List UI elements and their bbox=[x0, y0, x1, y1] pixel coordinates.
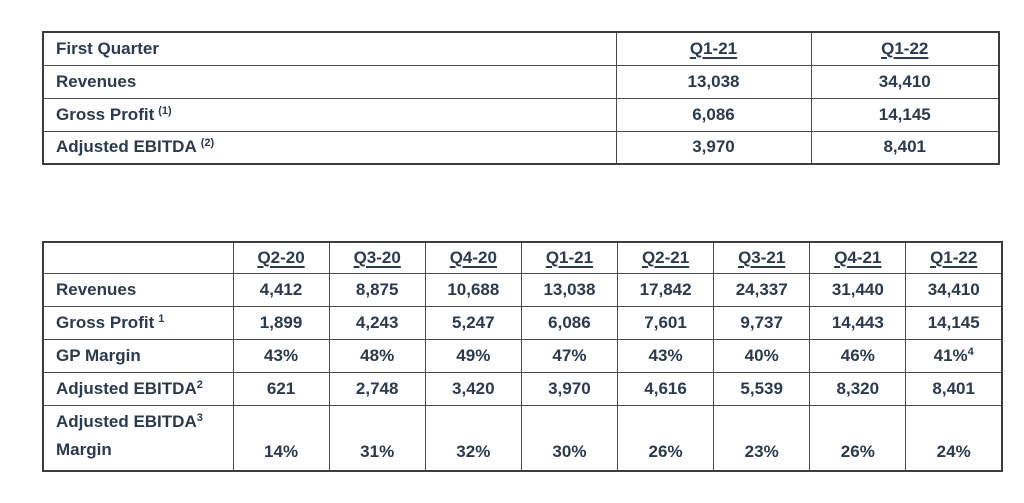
first-quarter-summary-table: First Quarter Q1-21 Q1-22 Revenues 13,03… bbox=[42, 31, 1000, 165]
row-label: Gross Profit (1) bbox=[42, 97, 617, 132]
footnote-marker: (2) bbox=[200, 137, 215, 150]
financial-results-page: First Quarter Q1-21 Q1-22 Revenues 13,03… bbox=[42, 31, 1003, 472]
table-row-gp-margin: GP Margin 43% 48% 49% 47% 43% 40% 46% 41… bbox=[42, 338, 1003, 373]
value-cell: 30% bbox=[520, 404, 619, 472]
value-cell: 24,337 bbox=[713, 272, 811, 307]
column-header-label: Q3-21 bbox=[738, 247, 786, 267]
value-cell: 4,412 bbox=[232, 272, 330, 307]
value-cell: 34,410 bbox=[905, 272, 1003, 307]
row-label-line2: Margin bbox=[56, 439, 112, 459]
value-cell: 3,970 bbox=[615, 130, 812, 165]
value-cell: 3,420 bbox=[424, 371, 522, 406]
value-cell: 6,086 bbox=[615, 97, 812, 132]
value-cell: 8,320 bbox=[809, 371, 907, 406]
column-header-q3-20: Q3-20 bbox=[328, 241, 426, 274]
row-label: Adjusted EBITDA (2) bbox=[42, 130, 617, 165]
value-cell: 3,970 bbox=[520, 371, 619, 406]
value-cell: 14% bbox=[232, 404, 330, 472]
column-header-label: Q1-21 bbox=[545, 247, 594, 267]
table-row-gross-profit: Gross Profit 1 1,899 4,243 5,247 6,086 7,… bbox=[42, 305, 1003, 340]
value-cell: 8,875 bbox=[328, 272, 426, 307]
row-label: Gross Profit 1 bbox=[42, 305, 234, 340]
value-cell: 26% bbox=[616, 404, 715, 472]
column-header-q1-22: Q1-22 bbox=[810, 31, 1000, 66]
footnote-marker: 1 bbox=[158, 312, 165, 325]
value-cell: 4,243 bbox=[328, 305, 426, 340]
column-header-q3-21: Q3-21 bbox=[713, 241, 811, 274]
value-cell: 40% bbox=[713, 338, 811, 373]
empty-header-cell bbox=[42, 241, 234, 274]
value-cell: 621 bbox=[232, 371, 330, 406]
value-cell: 48% bbox=[328, 338, 426, 373]
value-cell: 13,038 bbox=[520, 272, 619, 307]
value-cell: 4,616 bbox=[616, 371, 715, 406]
value-cell: 17,842 bbox=[616, 272, 715, 307]
column-header-q2-20: Q2-20 bbox=[232, 241, 330, 274]
column-header-q2-21: Q2-21 bbox=[616, 241, 715, 274]
value-cell: 5,247 bbox=[424, 305, 522, 340]
value-cell: 43% bbox=[616, 338, 715, 373]
column-header-label: Q1-22 bbox=[881, 38, 929, 58]
column-header-label: Q4-20 bbox=[449, 247, 497, 267]
row-label: Revenues bbox=[42, 64, 617, 99]
column-header-label: Q4-21 bbox=[834, 247, 882, 267]
value-cell: 8,401 bbox=[905, 371, 1003, 406]
value-cell: 14,145 bbox=[905, 305, 1003, 340]
value-cell: 14,145 bbox=[810, 97, 1000, 132]
value-cell: 32% bbox=[424, 404, 522, 472]
footnote-marker: 2 bbox=[196, 378, 203, 391]
value-cell: 31% bbox=[328, 404, 426, 472]
value-cell: 34,410 bbox=[810, 64, 1000, 99]
value-cell: 8,401 bbox=[810, 130, 1000, 165]
value-cell: 23% bbox=[713, 404, 811, 472]
value-cell: 26% bbox=[809, 404, 907, 472]
footnote-marker: 3 bbox=[196, 411, 203, 424]
row-label: Revenues bbox=[42, 272, 234, 307]
column-header-label: Q1-21 bbox=[689, 38, 738, 58]
value-cell: 1,899 bbox=[232, 305, 330, 340]
table-row: Adjusted EBITDA (2) 3,970 8,401 bbox=[42, 130, 1000, 165]
value-cell: 7,601 bbox=[616, 305, 715, 340]
footnote-marker: (1) bbox=[158, 104, 172, 117]
value-cell: 47% bbox=[520, 338, 619, 373]
value-cell: 43% bbox=[232, 338, 330, 373]
value-cell: 24% bbox=[905, 404, 1003, 472]
table-row-adjusted-ebitda-margin: Adjusted EBITDA3 Margin 14% 31% 32% 30% … bbox=[42, 404, 1003, 472]
column-header-q4-20: Q4-20 bbox=[424, 241, 522, 274]
value-cell: 41%4 bbox=[905, 338, 1003, 373]
value-cell: 13,038 bbox=[615, 64, 812, 99]
value-cell: 9,737 bbox=[713, 305, 811, 340]
value-cell: 14,443 bbox=[809, 305, 907, 340]
quarterly-history-table: Q2-20 Q3-20 Q4-20 Q1-21 Q2-21 Q3-21 Q4-2… bbox=[42, 241, 1003, 472]
value-cell: 49% bbox=[424, 338, 522, 373]
column-header-label: Q2-21 bbox=[641, 247, 690, 267]
table-row: Gross Profit (1) 6,086 14,145 bbox=[42, 97, 1000, 132]
footnote-marker: 4 bbox=[967, 345, 974, 358]
value-cell: 46% bbox=[809, 338, 907, 373]
value-cell: 31,440 bbox=[809, 272, 907, 307]
table-row-revenues: Revenues 4,412 8,875 10,688 13,038 17,84… bbox=[42, 272, 1003, 307]
row-label: Adjusted EBITDA3 Margin bbox=[42, 404, 234, 472]
column-header-label: Q3-20 bbox=[353, 247, 401, 267]
table-title: First Quarter bbox=[42, 31, 617, 66]
row-label: GP Margin bbox=[42, 338, 234, 373]
column-header-q1-22: Q1-22 bbox=[905, 241, 1003, 274]
row-label: Adjusted EBITDA2 bbox=[42, 371, 234, 406]
column-header-q1-21: Q1-21 bbox=[520, 241, 619, 274]
column-header-q4-21: Q4-21 bbox=[809, 241, 907, 274]
row-label-line1: Adjusted EBITDA3 bbox=[56, 411, 203, 431]
column-header-label: Q1-22 bbox=[930, 247, 978, 267]
table-header-row: First Quarter Q1-21 Q1-22 bbox=[42, 31, 1000, 66]
table-row: Revenues 13,038 34,410 bbox=[42, 64, 1000, 99]
column-header-label: Q2-20 bbox=[257, 247, 305, 267]
value-cell: 2,748 bbox=[328, 371, 426, 406]
table-header-row: Q2-20 Q3-20 Q4-20 Q1-21 Q2-21 Q3-21 Q4-2… bbox=[42, 241, 1003, 274]
value-cell: 10,688 bbox=[424, 272, 522, 307]
column-header-q1-21: Q1-21 bbox=[615, 31, 812, 66]
table-row-adjusted-ebitda: Adjusted EBITDA2 621 2,748 3,420 3,970 4… bbox=[42, 371, 1003, 406]
value-cell: 6,086 bbox=[520, 305, 619, 340]
value-cell: 5,539 bbox=[713, 371, 811, 406]
